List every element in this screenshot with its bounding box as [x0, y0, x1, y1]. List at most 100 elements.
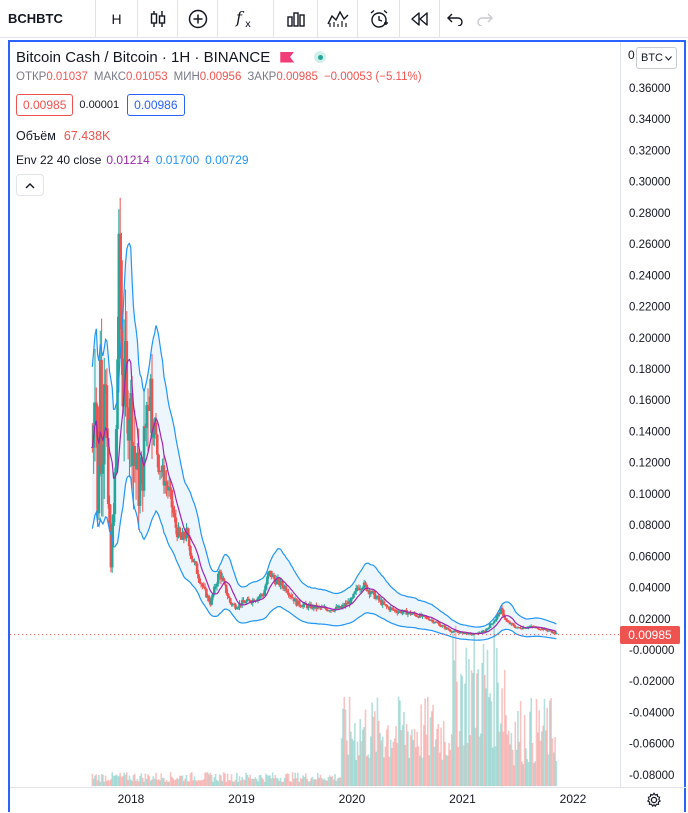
candle-body [385, 605, 388, 607]
candle-body [129, 393, 133, 420]
open-value: 0.01037 [46, 71, 88, 83]
chart-pane-frame[interactable] [8, 40, 686, 812]
candle-body [443, 625, 447, 629]
compare-symbol-button[interactable] [178, 0, 218, 38]
volume-bar [531, 742, 534, 786]
volume-bar [103, 781, 106, 786]
y-tick-label: 0.08000 [629, 520, 671, 532]
candle-body [220, 577, 224, 580]
candle-body [133, 445, 137, 459]
candle-body [360, 588, 363, 590]
volume-bar [247, 777, 250, 786]
candle-body [555, 633, 558, 635]
candle-body [128, 419, 131, 441]
candle-body [138, 482, 142, 506]
volume-bar [415, 747, 417, 786]
candle-body [396, 611, 399, 613]
candle-body [323, 607, 326, 609]
volume-bar [305, 773, 307, 786]
undo-button[interactable] [440, 0, 470, 38]
volume-bar [326, 780, 328, 786]
candle-body [512, 624, 516, 627]
candle-body [117, 233, 121, 360]
candle-body [140, 457, 143, 483]
financials-button[interactable] [274, 0, 318, 38]
flag-icon[interactable] [280, 52, 294, 63]
candle-body [431, 620, 435, 623]
chart-settings-button[interactable] [646, 792, 662, 813]
templates-button[interactable] [318, 0, 358, 38]
volume-legend[interactable]: Объём 67.438K [16, 126, 428, 146]
candle-body [457, 632, 460, 634]
y-tick-label: -0.06000 [629, 739, 674, 751]
volume-bar [335, 780, 338, 786]
volume-bar [362, 729, 364, 786]
candle-body [487, 627, 491, 629]
volume-bar [301, 778, 303, 786]
candle-body [519, 627, 522, 629]
market-status-icon[interactable] [314, 51, 327, 63]
volume-bar [517, 710, 519, 786]
volume-bar [352, 740, 355, 786]
candle-body [223, 580, 227, 585]
volume-bar [368, 757, 371, 786]
redo-button[interactable] [470, 0, 500, 38]
volume-bar [348, 696, 351, 786]
candle-body [458, 632, 461, 634]
low-label: МИН [173, 71, 200, 83]
volume-bar [468, 658, 470, 786]
candle-body [438, 623, 442, 627]
candle-body [199, 582, 203, 584]
volume-bar [267, 775, 270, 786]
volume-bar [157, 779, 160, 786]
candle-body [319, 606, 322, 608]
candle-body [464, 632, 468, 634]
volume-bar [534, 761, 537, 786]
volume-bar [498, 731, 501, 786]
candle-body [268, 570, 272, 572]
candle-body [95, 402, 98, 407]
volume-bar [356, 741, 359, 786]
collapse-legend-button[interactable] [16, 174, 44, 196]
candle-body [345, 603, 349, 605]
symbol-search-button[interactable]: BCHBTC [0, 0, 96, 38]
y-tick-label: 0.12000 [629, 458, 671, 470]
volume-bar [229, 780, 232, 786]
symbol-label: BCHBTC [8, 11, 63, 26]
volume-bar [133, 773, 136, 786]
alert-button[interactable] [358, 0, 400, 38]
candle-body [207, 595, 211, 602]
volume-bar [327, 777, 330, 786]
x-tick-label: 2021 [449, 792, 476, 806]
volume-bar [303, 776, 306, 786]
envelope-legend[interactable]: Env 22 40 close 0.01214 0.01700 0.00729 [16, 150, 428, 170]
candle-body [504, 618, 508, 620]
candle-body [329, 610, 333, 612]
volume-bar [330, 776, 332, 786]
volume-bar [315, 779, 318, 786]
volume-bar [552, 752, 555, 786]
candle-body [551, 631, 554, 634]
candle-body [463, 633, 467, 635]
candle-body [459, 632, 463, 634]
candle-body [324, 607, 328, 609]
interval-button[interactable]: H [96, 0, 138, 38]
volume-bar [310, 778, 312, 786]
candle-body [206, 595, 209, 598]
volume-bar [449, 750, 452, 786]
currency-dropdown[interactable]: BTC [636, 47, 677, 69]
volume-bar [545, 730, 547, 786]
buy-price-button[interactable]: 0.00986 [127, 94, 185, 116]
volume-bar [293, 778, 295, 786]
volume-bar [149, 780, 152, 786]
candle-body [295, 598, 298, 606]
candle-body [240, 600, 244, 606]
sell-price-button[interactable]: 0.00985 [16, 94, 74, 116]
chart-type-candles-button[interactable] [138, 0, 178, 38]
volume-bar [397, 696, 400, 786]
volume-bar [395, 726, 397, 786]
volume-bar [350, 731, 352, 786]
replay-button[interactable] [400, 0, 440, 38]
